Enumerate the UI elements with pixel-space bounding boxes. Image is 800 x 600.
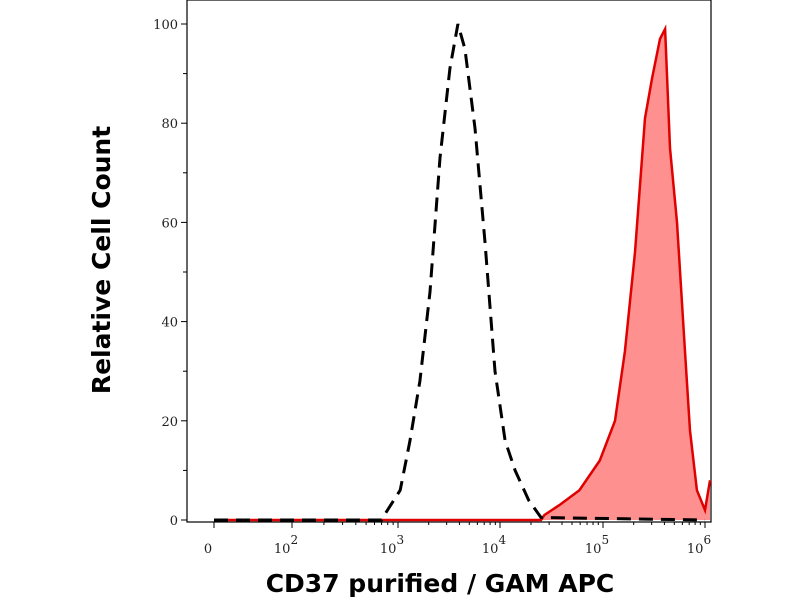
x-tick-label: 103 bbox=[380, 533, 404, 557]
x-tick-label: 104 bbox=[482, 533, 507, 557]
y-tick-label: 60 bbox=[161, 216, 178, 231]
x-tick-label: 0 bbox=[204, 542, 212, 557]
y-axis-label: Relative Cell Count bbox=[87, 126, 116, 394]
y-tick-label: 80 bbox=[161, 117, 178, 132]
x-tick-label: 106 bbox=[687, 533, 711, 557]
x-axis-label: CD37 purified / GAM APC bbox=[266, 569, 615, 598]
y-tick-label: 0 bbox=[170, 514, 178, 529]
x-tick-label: 102 bbox=[274, 533, 298, 557]
y-tick-label: 100 bbox=[153, 18, 178, 33]
series-line-red bbox=[214, 24, 712, 522]
x-tick-label: 105 bbox=[585, 533, 609, 557]
series-fill-red bbox=[214, 29, 711, 520]
y-tick-label: 40 bbox=[161, 316, 178, 331]
plot-frame bbox=[186, 0, 712, 523]
y-tick-label: 20 bbox=[161, 415, 178, 430]
